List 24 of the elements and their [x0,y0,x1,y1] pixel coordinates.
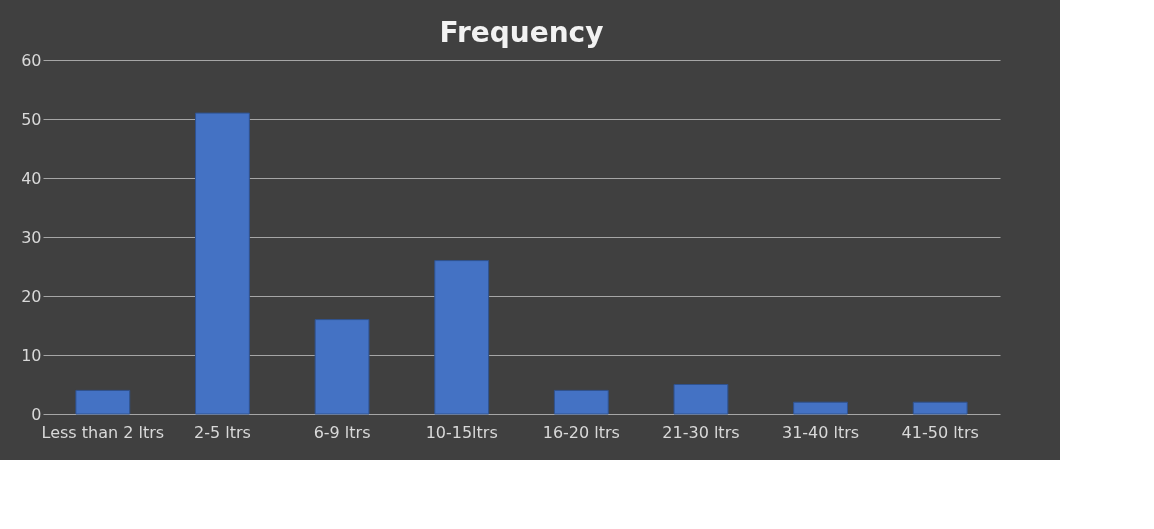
bar [75,389,131,415]
bar [912,401,968,415]
x-tick-label: 31-40 ltrs [781,422,860,442]
bar [793,401,848,415]
bar [195,112,250,415]
y-tick-label: 30 [21,227,42,247]
bar [553,389,609,415]
bar [314,319,370,415]
y-tick-label: 10 [21,345,42,365]
y-tick-label: 0 [31,404,42,424]
x-tick-label: 41-50 ltrs [901,422,979,442]
y-tick-label: 50 [21,109,42,129]
bar [434,260,490,415]
x-tick-label: 6-9 ltrs [313,422,371,442]
y-tick-label: 60 [21,50,42,70]
x-tick-label: 21-30 ltrs [662,422,740,442]
x-tick-label: Less than 2 ltrs [41,422,165,442]
x-tick-label: 10-15ltrs [425,422,498,442]
bar [673,384,729,415]
x-tick-label: 2-5 ltrs [194,422,251,442]
x-tick-label: 16-20 ltrs [542,422,620,442]
y-tick-label: 20 [21,286,42,306]
y-tick-label: 40 [21,168,42,188]
chart-title: Frequency [439,16,604,49]
